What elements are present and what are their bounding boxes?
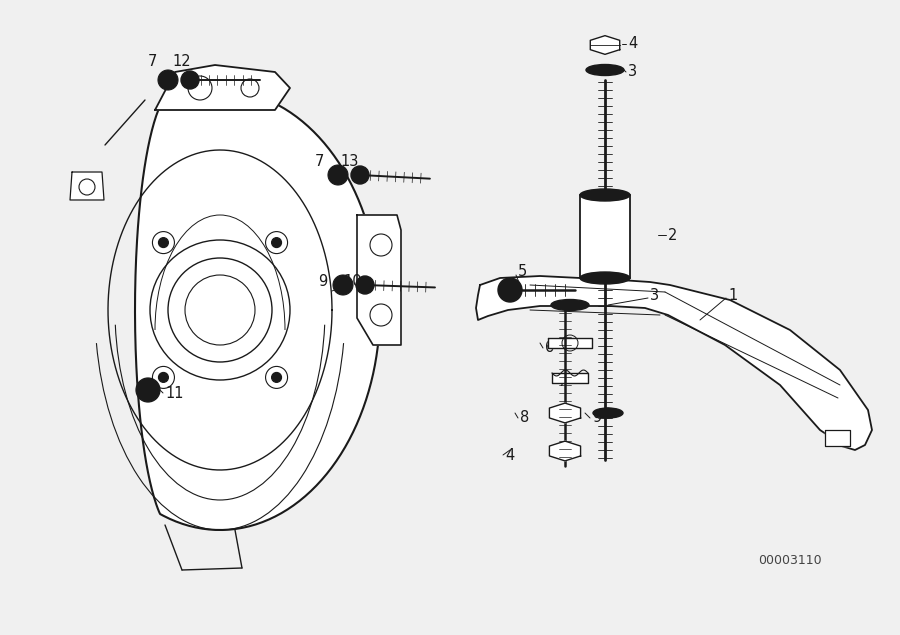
Ellipse shape (580, 189, 630, 201)
Polygon shape (825, 430, 850, 446)
Text: 9: 9 (318, 274, 328, 290)
Text: 11: 11 (165, 385, 184, 401)
Circle shape (158, 372, 168, 382)
Circle shape (136, 378, 160, 402)
Text: 10: 10 (343, 274, 362, 290)
Ellipse shape (551, 300, 589, 311)
Text: 3: 3 (628, 65, 637, 79)
Polygon shape (476, 276, 872, 450)
Text: 3: 3 (650, 288, 659, 302)
Text: 2: 2 (668, 227, 678, 243)
Circle shape (143, 385, 153, 395)
Polygon shape (590, 36, 620, 55)
Ellipse shape (586, 65, 624, 76)
Circle shape (158, 70, 178, 90)
Polygon shape (70, 172, 104, 200)
Circle shape (333, 275, 353, 295)
Circle shape (361, 281, 369, 289)
Text: 8: 8 (520, 410, 529, 425)
Text: 7: 7 (148, 55, 157, 69)
Polygon shape (135, 90, 380, 530)
Text: 13: 13 (340, 154, 358, 170)
Polygon shape (549, 403, 580, 423)
Circle shape (339, 281, 347, 289)
Text: 12: 12 (172, 55, 191, 69)
Polygon shape (155, 65, 290, 110)
Polygon shape (548, 338, 592, 348)
Text: 4: 4 (505, 448, 514, 462)
Circle shape (356, 171, 364, 179)
Circle shape (334, 171, 342, 179)
Text: 9: 9 (592, 410, 601, 425)
Circle shape (356, 276, 374, 294)
Polygon shape (552, 373, 588, 383)
Text: 1: 1 (728, 288, 737, 302)
Circle shape (272, 237, 282, 248)
Text: 6: 6 (545, 340, 554, 356)
Text: 4: 4 (628, 36, 637, 51)
Text: 7: 7 (315, 154, 324, 170)
Text: 00003110: 00003110 (758, 554, 822, 566)
Circle shape (164, 76, 172, 84)
Polygon shape (357, 215, 401, 345)
Circle shape (498, 278, 522, 302)
Circle shape (505, 285, 515, 295)
Circle shape (186, 76, 194, 84)
Text: 5: 5 (518, 265, 527, 279)
Polygon shape (549, 441, 580, 461)
Circle shape (158, 237, 168, 248)
Ellipse shape (580, 272, 630, 284)
Circle shape (272, 372, 282, 382)
Bar (580, 195, 630, 278)
Circle shape (351, 166, 369, 184)
Circle shape (181, 71, 199, 89)
Ellipse shape (593, 408, 623, 418)
Text: 7: 7 (558, 375, 567, 389)
Circle shape (328, 165, 348, 185)
